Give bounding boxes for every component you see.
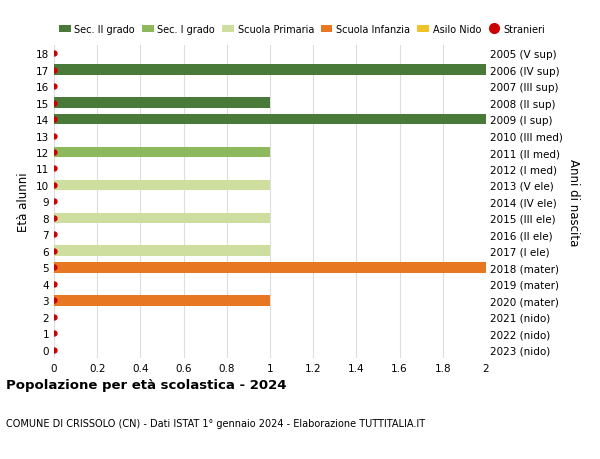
Bar [54, 213, 270, 224]
Bar [54, 147, 270, 158]
Legend: Sec. II grado, Sec. I grado, Scuola Primaria, Scuola Infanzia, Asilo Nido, Stran: Sec. II grado, Sec. I grado, Scuola Prim… [59, 25, 545, 35]
Bar [54, 180, 270, 191]
Bar [54, 246, 270, 257]
Bar [54, 263, 486, 273]
Y-axis label: Età alunni: Età alunni [17, 172, 31, 232]
Text: Popolazione per età scolastica - 2024: Popolazione per età scolastica - 2024 [6, 379, 287, 392]
Bar [54, 295, 270, 306]
Text: COMUNE DI CRISSOLO (CN) - Dati ISTAT 1° gennaio 2024 - Elaborazione TUTTITALIA.I: COMUNE DI CRISSOLO (CN) - Dati ISTAT 1° … [6, 418, 425, 428]
Bar [54, 114, 486, 125]
Bar [54, 98, 270, 109]
Bar [54, 65, 486, 76]
Y-axis label: Anni di nascita: Anni di nascita [567, 158, 580, 246]
